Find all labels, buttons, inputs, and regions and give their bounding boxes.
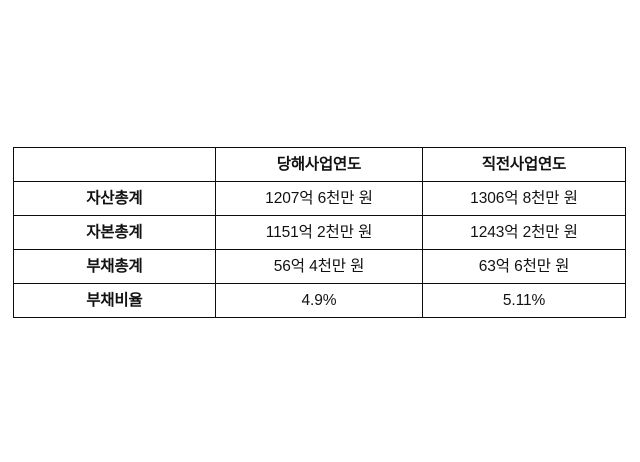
table-corner-cell: [13, 147, 216, 182]
row-label-debt-ratio: 부채비율: [13, 283, 216, 318]
cell-total-equity-prior-year: 1243억 2천만 원: [422, 215, 626, 250]
cell-total-assets-prior-year: 1306억 8천만 원: [422, 181, 626, 216]
cell-debt-ratio-prior-year: 5.11%: [422, 283, 626, 318]
cell-total-liabilities-prior-year: 63억 6천만 원: [422, 249, 626, 284]
table-row: 자산총계 1207억 6천만 원 1306억 8천만 원: [13, 181, 626, 216]
cell-total-equity-current-year: 1151억 2천만 원: [215, 215, 423, 250]
table-row: 자본총계 1151억 2천만 원 1243억 2천만 원: [13, 215, 626, 250]
cell-total-assets-current-year: 1207억 6천만 원: [215, 181, 423, 216]
cell-debt-ratio-current-year: 4.9%: [215, 283, 423, 318]
financial-summary-table: 당해사업연도 직전사업연도 자산총계 1207억 6천만 원 1306억 8천만…: [13, 147, 626, 318]
table-header-row: 당해사업연도 직전사업연도: [13, 147, 626, 182]
row-label-total-liabilities: 부채총계: [13, 249, 216, 284]
table-row: 부채총계 56억 4천만 원 63억 6천만 원: [13, 249, 626, 284]
cell-total-liabilities-current-year: 56억 4천만 원: [215, 249, 423, 284]
row-label-total-equity: 자본총계: [13, 215, 216, 250]
column-header-current-year: 당해사업연도: [215, 147, 423, 182]
table-row: 부채비율 4.9% 5.11%: [13, 283, 626, 318]
financial-summary-table-container: 당해사업연도 직전사업연도 자산총계 1207억 6천만 원 1306억 8천만…: [13, 147, 626, 318]
row-label-total-assets: 자산총계: [13, 181, 216, 216]
column-header-prior-year: 직전사업연도: [422, 147, 626, 182]
